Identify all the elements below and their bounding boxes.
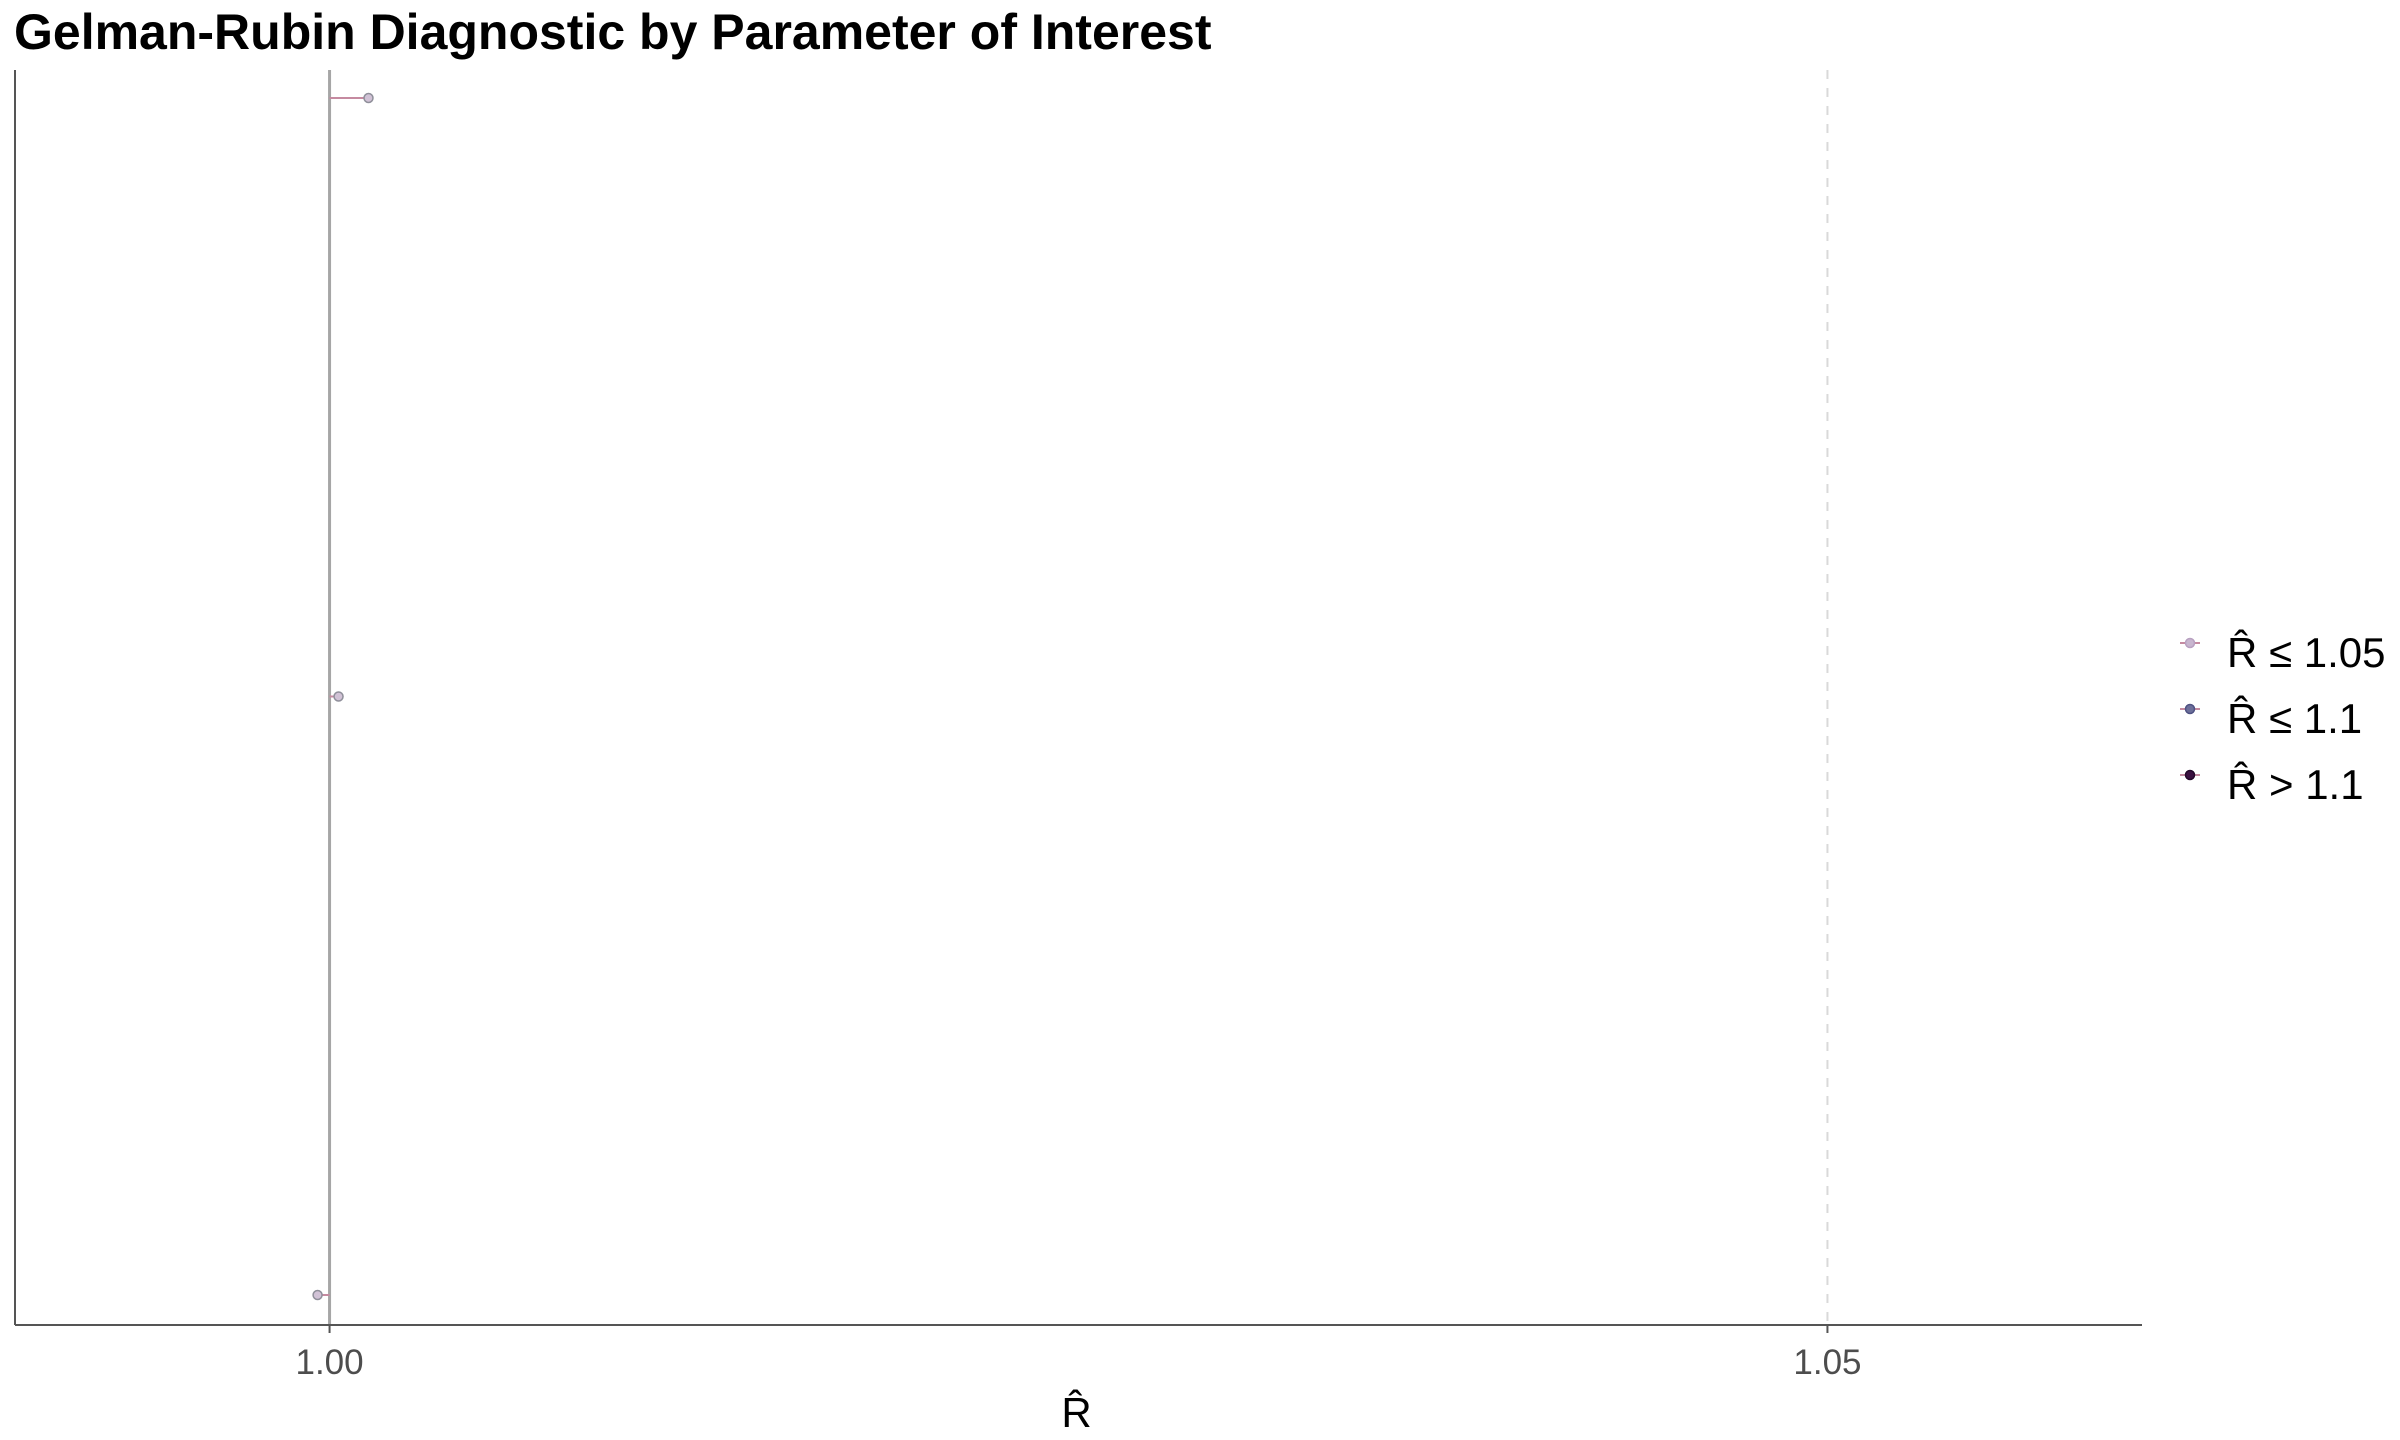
x-axis-title: R̂ — [1061, 1389, 1091, 1436]
data-point — [363, 92, 374, 104]
legend: R̂ ≤ 1.05 R̂ ≤ 1.1 R̂ > 1.1 — [2180, 629, 2385, 808]
reference-lines — [328, 70, 1829, 1325]
x-axis-title-text: R̂ — [1061, 1389, 1091, 1436]
x-axis-ticks: 1.00 1.05 — [295, 1325, 1862, 1382]
data-marks — [312, 92, 374, 1301]
legend-key-point — [2184, 769, 2196, 781]
legend-label: R̂ ≤ 1.05 — [2227, 629, 2385, 676]
legend-label: R̂ > 1.1 — [2227, 761, 2364, 808]
chart-title: Gelman-Rubin Diagnostic by Parameter of … — [14, 4, 1212, 60]
legend-key-point — [2184, 703, 2196, 715]
data-point — [312, 1289, 323, 1301]
x-tick-label: 1.00 — [295, 1343, 363, 1382]
data-point — [333, 691, 344, 702]
legend-key-point — [2184, 637, 2196, 649]
legend-label: R̂ ≤ 1.1 — [2227, 695, 2362, 742]
x-tick-label: 1.05 — [1793, 1343, 1861, 1382]
